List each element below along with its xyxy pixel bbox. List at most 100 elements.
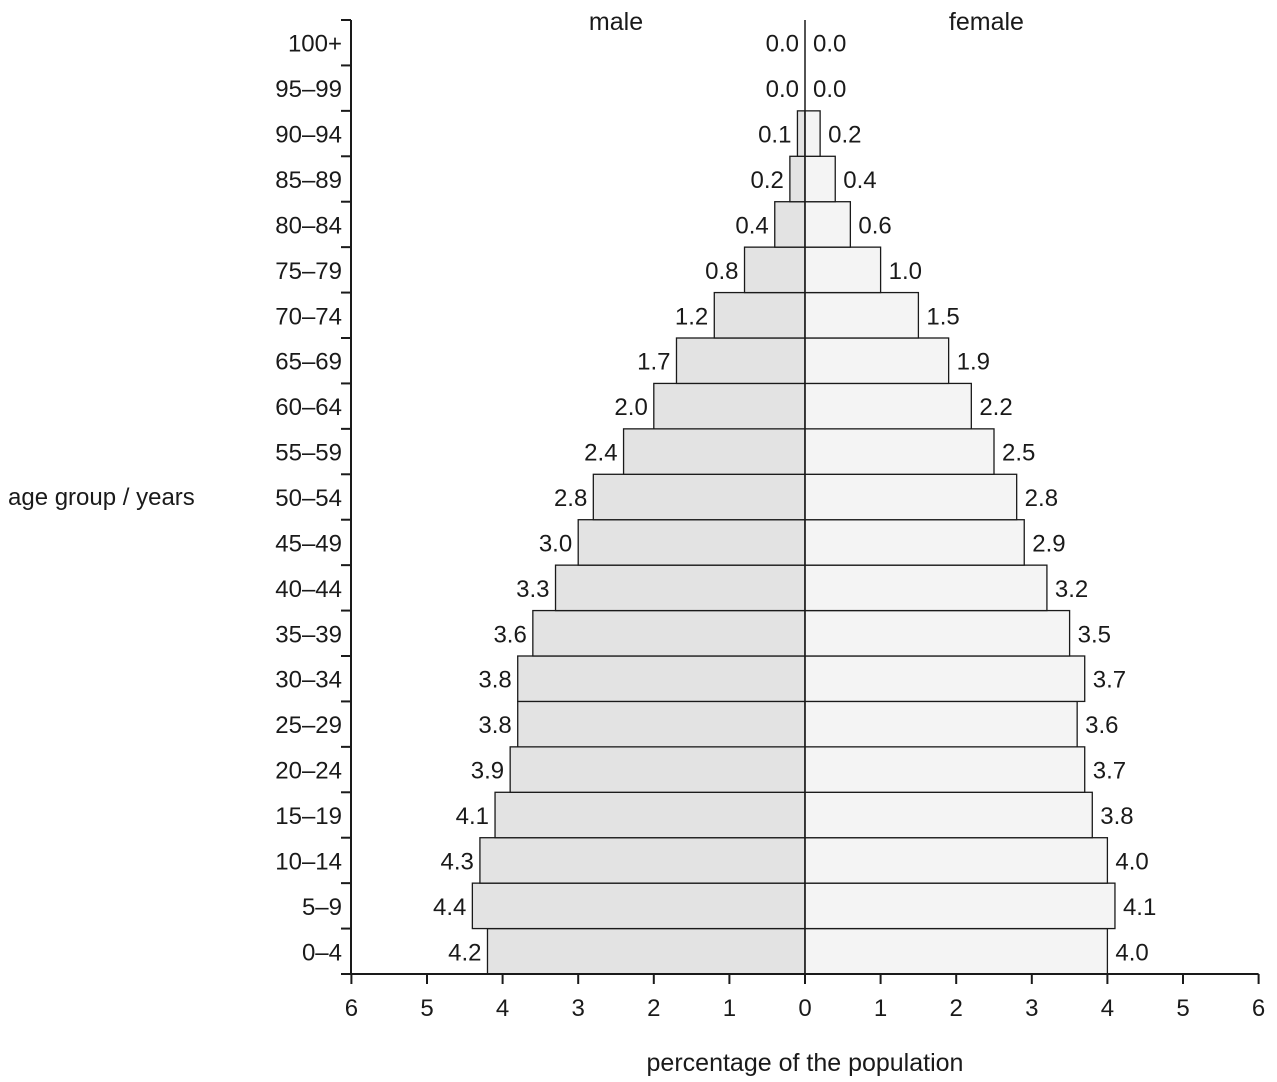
age-group-label: 30–34 xyxy=(275,667,342,694)
male-value-label: 0.2 xyxy=(751,167,784,194)
female-bar xyxy=(804,201,852,248)
male-value-label: 1.7 xyxy=(637,349,670,376)
male-bar xyxy=(532,609,806,657)
female-bar xyxy=(804,428,995,475)
female-bar xyxy=(804,291,920,339)
age-group-label: 100+ xyxy=(288,31,342,58)
male-value-label: 1.2 xyxy=(675,303,708,330)
female-bar xyxy=(804,473,1018,521)
male-bar xyxy=(517,655,806,703)
x-tick-label: 3 xyxy=(572,995,585,1022)
male-bar xyxy=(789,155,806,203)
female-value-label: 0.2 xyxy=(828,122,861,149)
age-group-label: 25–29 xyxy=(275,712,342,739)
male-bar xyxy=(622,428,806,475)
male-bar xyxy=(743,246,806,294)
female-value-label: 3.6 xyxy=(1085,712,1118,739)
age-group-label: 55–59 xyxy=(275,440,342,467)
age-group-label: 50–54 xyxy=(275,485,342,512)
age-group-label: 20–24 xyxy=(275,758,342,785)
female-value-label: 0.0 xyxy=(813,76,846,103)
female-bar xyxy=(804,655,1086,703)
male-bar xyxy=(713,291,806,339)
male-bar xyxy=(479,837,806,884)
female-bar xyxy=(804,155,836,203)
female-bar xyxy=(804,382,972,430)
male-value-label: 4.2 xyxy=(448,939,481,966)
female-value-label: 4.0 xyxy=(1115,939,1148,966)
age-group-label: 35–39 xyxy=(275,621,342,648)
age-group-label: 60–64 xyxy=(275,394,342,421)
female-bar xyxy=(804,564,1048,612)
male-bar xyxy=(577,519,806,566)
female-value-label: 0.6 xyxy=(858,212,891,239)
female-bar xyxy=(804,337,950,385)
x-axis-title: percentage of the population xyxy=(647,1049,964,1077)
female-value-label: 3.5 xyxy=(1078,621,1111,648)
male-value-label: 2.0 xyxy=(614,394,647,421)
female-bar xyxy=(804,927,1109,975)
female-value-label: 1.9 xyxy=(957,349,990,376)
age-group-label: 40–44 xyxy=(275,576,342,603)
female-value-label: 0.4 xyxy=(843,167,876,194)
age-group-label: 85–89 xyxy=(275,167,342,194)
male-value-label: 0.8 xyxy=(705,258,738,285)
x-tick-label: 1 xyxy=(874,995,887,1022)
x-tick-label: 0 xyxy=(798,995,811,1022)
female-bar xyxy=(804,746,1086,793)
age-group-label: 70–74 xyxy=(275,303,342,330)
male-value-label: 3.8 xyxy=(478,667,511,694)
female-value-label: 4.0 xyxy=(1115,848,1148,875)
x-tick-label: 6 xyxy=(345,995,358,1022)
y-axis-title: age group / years xyxy=(8,484,195,511)
female-value-label: 4.1 xyxy=(1123,894,1156,921)
female-value-label: 2.2 xyxy=(979,394,1012,421)
age-group-label: 65–69 xyxy=(275,349,342,376)
x-tick-label: 1 xyxy=(723,995,736,1022)
male-value-label: 2.8 xyxy=(554,485,587,512)
female-bar xyxy=(804,110,821,157)
female-value-label: 3.7 xyxy=(1093,758,1126,785)
male-series-label: male xyxy=(589,8,643,36)
labels-layer: 6 5 4 3 2 1 0 1 2 3 4 5 6 0–4 5–9 10–14 15–19 20–24 25–29 3… xyxy=(8,8,1265,1077)
age-group-label: 75–79 xyxy=(275,258,342,285)
female-value-label: 3.2 xyxy=(1055,576,1088,603)
male-value-label: 3.0 xyxy=(539,530,572,557)
female-value-label: 2.9 xyxy=(1032,530,1065,557)
female-series-label: female xyxy=(949,8,1024,36)
age-group-label: 15–19 xyxy=(275,803,342,830)
age-group-label: 10–14 xyxy=(275,848,342,875)
male-bar xyxy=(592,473,806,521)
male-value-label: 3.8 xyxy=(478,712,511,739)
female-value-label: 3.7 xyxy=(1093,667,1126,694)
male-value-label: 0.1 xyxy=(758,122,791,149)
age-group-label: 0–4 xyxy=(302,939,342,966)
male-bar xyxy=(675,337,806,385)
female-bar xyxy=(804,837,1109,884)
male-bar xyxy=(554,564,806,612)
female-bar xyxy=(804,246,882,294)
x-tick-label: 5 xyxy=(1176,995,1189,1022)
bars-layer xyxy=(471,110,1116,975)
male-value-label: 3.9 xyxy=(471,758,504,785)
female-value-label: 2.8 xyxy=(1025,485,1058,512)
x-tick-label: 2 xyxy=(950,995,963,1022)
male-bar xyxy=(774,201,806,248)
male-value-label: 4.3 xyxy=(441,848,474,875)
age-group-label: 80–84 xyxy=(275,212,342,239)
age-group-label: 45–49 xyxy=(275,530,342,557)
male-value-label: 4.4 xyxy=(433,894,466,921)
x-tick-label: 4 xyxy=(496,995,509,1022)
male-bar xyxy=(796,110,806,157)
female-value-label: 3.8 xyxy=(1100,803,1133,830)
male-bar xyxy=(486,927,806,975)
male-bar xyxy=(471,882,806,930)
male-value-label: 3.6 xyxy=(493,621,526,648)
x-tick-label: 2 xyxy=(647,995,660,1022)
age-group-label: 90–94 xyxy=(275,122,342,149)
female-bar xyxy=(804,791,1093,839)
x-tick-label: 4 xyxy=(1101,995,1114,1022)
male-bar xyxy=(509,746,806,793)
axes-layer xyxy=(341,19,1260,984)
